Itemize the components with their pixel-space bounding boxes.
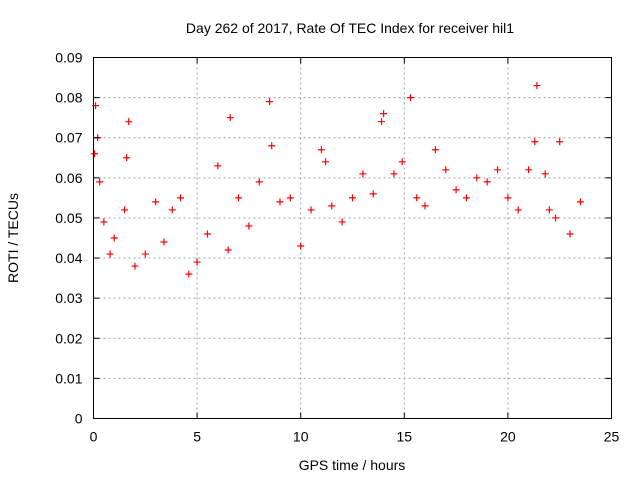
data-point: [541, 170, 549, 178]
data-point: [307, 206, 315, 214]
data-point: [268, 142, 276, 150]
data-point: [125, 118, 133, 126]
y-tick-label: 0.09: [55, 50, 82, 66]
data-point: [473, 174, 481, 182]
y-tick-label: 0.03: [55, 290, 82, 306]
data-point: [378, 118, 386, 126]
data-point: [131, 262, 139, 270]
data-point: [255, 178, 263, 186]
plot-frame: [93, 57, 612, 419]
data-point: [152, 198, 160, 206]
data-point: [328, 202, 336, 210]
data-point: [462, 194, 470, 202]
y-tick-label: 0: [75, 411, 83, 427]
data-point: [214, 162, 222, 170]
data-point: [235, 194, 243, 202]
data-point: [185, 270, 193, 278]
data-point: [141, 250, 149, 258]
data-point: [160, 238, 168, 246]
data-point: [100, 218, 108, 226]
data-point: [297, 242, 305, 250]
data-point: [338, 218, 346, 226]
data-point: [110, 234, 118, 242]
data-point: [407, 94, 415, 102]
data-point: [421, 202, 429, 210]
data-point: [390, 170, 398, 178]
y-axis-label: ROTI / TECUs: [5, 193, 21, 283]
data-point: [545, 206, 553, 214]
data-point: [566, 230, 574, 238]
chart-title: Day 262 of 2017, Rate Of TEC Index for r…: [186, 20, 514, 36]
data-point: [203, 230, 211, 238]
y-tick-label: 0.06: [55, 170, 82, 186]
data-point: [504, 194, 512, 202]
y-tick-label: 0.02: [55, 330, 82, 346]
y-tick-label: 0.05: [55, 210, 82, 226]
data-point: [431, 146, 439, 154]
data-point: [533, 82, 541, 90]
data-point: [224, 246, 232, 254]
data-point: [514, 206, 522, 214]
x-tick-label: 25: [604, 429, 620, 445]
data-point: [398, 158, 406, 166]
data-point: [556, 138, 564, 146]
y-tick-label: 0.08: [55, 90, 82, 106]
data-point: [452, 186, 460, 194]
data-point: [322, 158, 330, 166]
data-point: [369, 190, 377, 198]
data-point: [349, 194, 356, 202]
data-points: [91, 82, 584, 278]
data-point: [96, 178, 104, 186]
data-point: [123, 154, 131, 162]
data-point: [380, 110, 388, 118]
x-ticks: 0 5 10 15 20 25: [90, 57, 620, 445]
y-tick-label: 0.01: [55, 370, 82, 386]
data-point: [359, 170, 367, 178]
data-point: [177, 194, 185, 202]
x-tick-label: 20: [500, 429, 516, 445]
data-point: [193, 258, 201, 266]
data-point: [483, 178, 491, 186]
data-point: [442, 166, 450, 174]
x-tick-label: 10: [293, 429, 309, 445]
x-tick-label: 0: [90, 429, 98, 445]
y-tick-label: 0.04: [55, 250, 82, 266]
data-point: [121, 206, 129, 214]
grid: [93, 57, 612, 419]
y-tick-label: 0.07: [55, 130, 82, 146]
x-tick-label: 5: [193, 429, 201, 445]
data-point: [168, 206, 176, 214]
x-tick-label: 15: [397, 429, 413, 445]
data-point: [91, 150, 99, 158]
data-point: [106, 250, 114, 258]
data-point: [552, 214, 560, 222]
data-point: [413, 194, 421, 202]
data-point: [576, 198, 584, 206]
data-point: [286, 194, 294, 202]
data-point: [266, 98, 274, 106]
data-point: [317, 146, 325, 154]
data-point: [494, 166, 502, 174]
y-ticks: 0 0.01 0.02 0.03 0.04 0.05 0.06 0.07 0.08 0.09: [55, 50, 612, 427]
x-axis-label: GPS time / hours: [299, 457, 406, 473]
data-point: [226, 114, 234, 122]
data-point: [245, 222, 253, 230]
data-point: [525, 166, 533, 174]
data-point: [531, 138, 539, 146]
data-point: [276, 198, 284, 206]
